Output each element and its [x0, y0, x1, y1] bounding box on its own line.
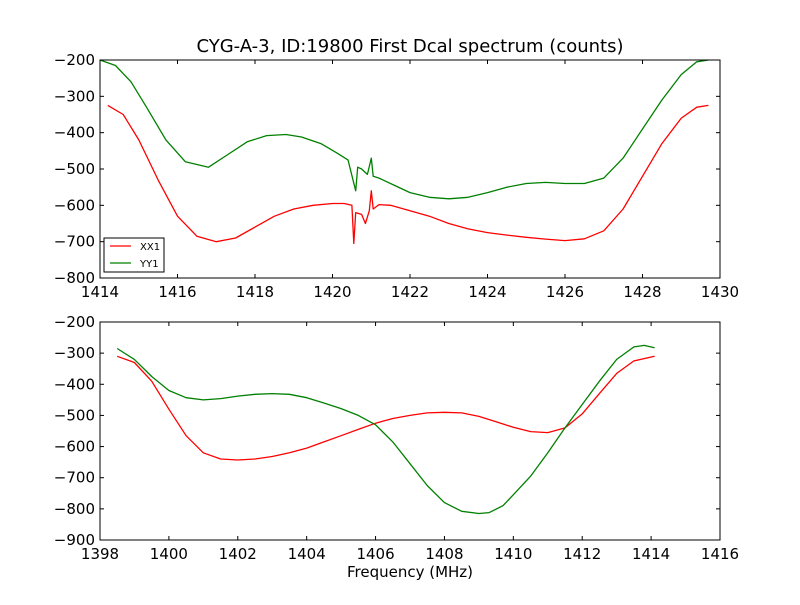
bottom-series-line-green [116, 344, 655, 515]
bottom-y-tick-label: −300 [54, 344, 95, 362]
top-x-tick-label: 1416 [158, 283, 196, 301]
bottom-y-tick-label: −900 [54, 531, 95, 549]
top-y-tick-label: −600 [54, 196, 95, 214]
legend-box [103, 237, 165, 273]
top-x-tick-label: 1424 [468, 283, 506, 301]
top-x-tick-label: 1414 [81, 283, 119, 301]
bottom-y-tick-label: −700 [54, 469, 95, 487]
top-chart-frame [99, 59, 721, 279]
top-chart: CYG-A-3, ID:19800 First Dcal spectrum (c… [54, 36, 739, 301]
bottom-y-tick-label: −200 [54, 313, 95, 331]
bottom-x-tick-label: 1414 [632, 545, 670, 563]
bottom-chart-series [116, 344, 655, 515]
bottom-x-tick-label: 1410 [494, 545, 532, 563]
top-x-tick-label: 1418 [236, 283, 274, 301]
top-y-tick-label: −200 [54, 51, 95, 69]
bottom-y-tick-label: −500 [54, 406, 95, 424]
legend: XX1 YY1 [103, 237, 165, 273]
bottom-y-tick-label: −600 [54, 438, 95, 456]
bottom-series-line-red [116, 355, 655, 461]
bottom-x-tick-label: 1398 [81, 545, 119, 563]
top-y-tick-label: −400 [54, 124, 95, 142]
legend-label-xx1: XX1 [140, 242, 160, 253]
bottom-y-tick-label: −400 [54, 375, 95, 393]
bottom-chart-frame [99, 321, 721, 541]
bottom-chart-ticks: 1398 1400 1402 1404 1406 1408 1410 1412 1414 1416… [54, 313, 739, 563]
top-y-tick-label: −800 [54, 269, 95, 287]
bottom-x-tick-label: 1404 [288, 545, 326, 563]
top-series-line-yy1 [99, 59, 709, 200]
top-x-tick-label: 1426 [546, 283, 584, 301]
top-y-tick-label: −500 [54, 160, 95, 178]
top-y-tick-label: −700 [54, 233, 95, 251]
top-chart-ticks: 1414 1416 1418 1420 1422 1424 1426 1428 1430 −800… [54, 51, 739, 301]
legend-label-yy1: YY1 [139, 259, 159, 270]
bottom-y-tick-label: −800 [54, 500, 95, 518]
bottom-x-tick-label: 1400 [150, 545, 188, 563]
bottom-x-tick-label: 1406 [356, 545, 394, 563]
bottom-x-tick-label: 1402 [219, 545, 257, 563]
top-x-tick-label: 1420 [313, 283, 351, 301]
top-series-line-xx1 [107, 104, 709, 245]
top-x-tick-label: 1430 [701, 283, 739, 301]
chart-title: CYG-A-3, ID:19800 First Dcal spectrum (c… [196, 36, 623, 57]
bottom-x-tick-label: 1408 [425, 545, 463, 563]
bottom-chart: 1398 1400 1402 1404 1406 1408 1410 1412 1414 1416… [54, 313, 739, 581]
bottom-x-tick-label: 1412 [563, 545, 601, 563]
top-x-tick-label: 1422 [391, 283, 429, 301]
top-x-tick-label: 1428 [623, 283, 661, 301]
top-y-tick-label: −300 [54, 87, 95, 105]
x-axis-label: Frequency (MHz) [347, 563, 473, 581]
bottom-x-tick-label: 1416 [701, 545, 739, 563]
top-chart-series [99, 59, 709, 245]
